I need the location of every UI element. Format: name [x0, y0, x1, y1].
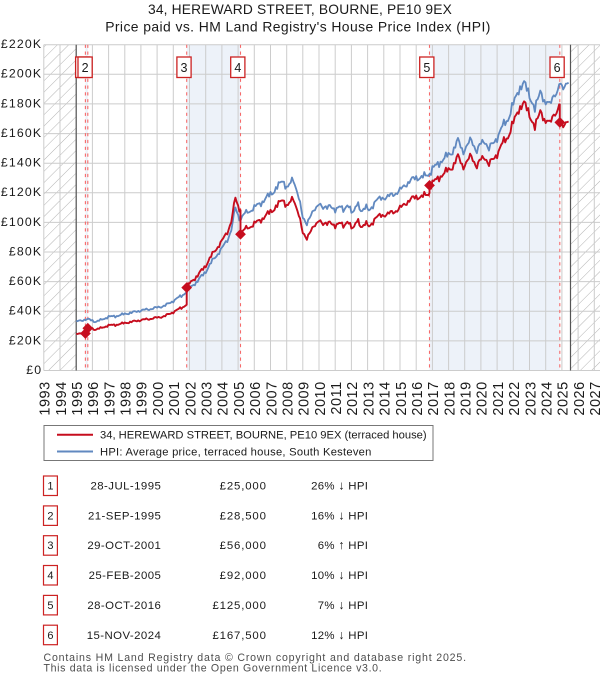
svg-text:2001: 2001: [167, 381, 183, 415]
svg-text:29-OCT-2001: 29-OCT-2001: [87, 540, 161, 552]
svg-text:2009: 2009: [297, 381, 313, 415]
svg-text:3: 3: [47, 540, 53, 552]
svg-text:4: 4: [47, 570, 53, 582]
svg-text:£120K: £120K: [1, 185, 42, 199]
svg-text:10% ↓ HPI: 10% ↓ HPI: [311, 568, 368, 582]
svg-text:2026: 2026: [572, 381, 588, 415]
svg-text:2023: 2023: [523, 381, 539, 415]
svg-text:25-FEB-2005: 25-FEB-2005: [89, 570, 162, 582]
svg-text:2017: 2017: [426, 381, 442, 415]
svg-text:This data is licensed under th: This data is licensed under the Open Gov…: [44, 663, 383, 675]
svg-text:28-OCT-2016: 28-OCT-2016: [87, 600, 161, 612]
svg-text:£25,000: £25,000: [220, 481, 267, 493]
svg-text:1998: 1998: [119, 381, 135, 415]
svg-text:2002: 2002: [183, 381, 199, 415]
svg-text:£92,000: £92,000: [220, 570, 267, 582]
svg-text:2015: 2015: [394, 381, 410, 415]
svg-text:£200K: £200K: [1, 67, 42, 81]
svg-text:£28,500: £28,500: [220, 510, 267, 522]
svg-text:6: 6: [47, 630, 53, 642]
svg-text:2003: 2003: [200, 381, 216, 415]
svg-text:1993: 1993: [38, 381, 54, 415]
svg-text:26% ↓ HPI: 26% ↓ HPI: [311, 479, 368, 493]
svg-text:HPI: Average price, terraced h: HPI: Average price, terraced house, Sout…: [100, 446, 372, 458]
svg-text:16% ↓ HPI: 16% ↓ HPI: [311, 508, 368, 522]
svg-text:2025: 2025: [556, 381, 572, 415]
svg-text:5: 5: [47, 600, 53, 612]
svg-text:£100K: £100K: [1, 215, 42, 229]
svg-text:£80K: £80K: [9, 244, 42, 258]
svg-text:2013: 2013: [361, 381, 377, 415]
svg-text:15-NOV-2024: 15-NOV-2024: [87, 630, 162, 642]
svg-text:£60K: £60K: [9, 274, 42, 288]
svg-text:2010: 2010: [313, 381, 329, 415]
svg-text:21-SEP-1995: 21-SEP-1995: [88, 510, 161, 522]
svg-text:2006: 2006: [248, 381, 264, 415]
svg-text:2019: 2019: [459, 381, 475, 415]
svg-text:12% ↓ HPI: 12% ↓ HPI: [311, 628, 368, 642]
svg-text:2018: 2018: [442, 381, 458, 415]
svg-text:1999: 1999: [135, 381, 151, 415]
svg-text:1996: 1996: [86, 381, 102, 415]
svg-text:£125,000: £125,000: [212, 600, 266, 612]
svg-text:2004: 2004: [216, 381, 232, 415]
svg-text:2011: 2011: [329, 381, 345, 414]
svg-text:1995: 1995: [70, 381, 86, 415]
svg-text:5: 5: [423, 61, 430, 75]
svg-text:Price paid vs. HM Land Registr: Price paid vs. HM Land Registry's House …: [105, 19, 491, 35]
svg-text:1: 1: [47, 481, 53, 493]
svg-text:2007: 2007: [264, 381, 280, 415]
svg-text:£160K: £160K: [1, 126, 42, 140]
svg-text:28-JUL-1995: 28-JUL-1995: [90, 481, 161, 493]
svg-text:£40K: £40K: [9, 304, 42, 318]
svg-text:34, HEREWARD STREET, BOURNE, P: 34, HEREWARD STREET, BOURNE, PE10 9EX: [148, 2, 452, 17]
svg-text:1997: 1997: [102, 381, 118, 415]
svg-text:£167,500: £167,500: [212, 630, 266, 642]
svg-text:2: 2: [47, 510, 53, 522]
svg-text:34, HEREWARD STREET, BOURNE, P: 34, HEREWARD STREET, BOURNE, PE10 9EX (t…: [100, 430, 427, 442]
svg-text:2020: 2020: [475, 381, 491, 415]
svg-text:2022: 2022: [507, 381, 523, 415]
svg-text:2014: 2014: [378, 381, 394, 415]
svg-text:£220K: £220K: [1, 37, 42, 51]
svg-text:2000: 2000: [151, 381, 167, 415]
svg-text:2: 2: [82, 61, 89, 75]
svg-text:2021: 2021: [491, 381, 507, 415]
svg-text:6% ↑ HPI: 6% ↑ HPI: [318, 538, 368, 552]
svg-text:4: 4: [234, 61, 241, 75]
svg-text:6: 6: [554, 61, 561, 75]
svg-text:7% ↓ HPI: 7% ↓ HPI: [318, 598, 368, 612]
svg-text:2008: 2008: [281, 381, 297, 415]
svg-text:2005: 2005: [232, 381, 248, 415]
svg-text:2024: 2024: [540, 381, 556, 415]
svg-text:£20K: £20K: [9, 333, 42, 347]
svg-text:£180K: £180K: [1, 96, 42, 110]
svg-text:2027: 2027: [588, 381, 600, 415]
svg-text:1994: 1994: [54, 381, 70, 415]
svg-text:2016: 2016: [410, 381, 426, 415]
svg-text:2012: 2012: [345, 381, 361, 415]
svg-text:£56,000: £56,000: [220, 540, 267, 552]
svg-text:3: 3: [181, 61, 188, 75]
svg-text:£140K: £140K: [1, 156, 42, 170]
svg-text:£0: £0: [26, 363, 42, 377]
